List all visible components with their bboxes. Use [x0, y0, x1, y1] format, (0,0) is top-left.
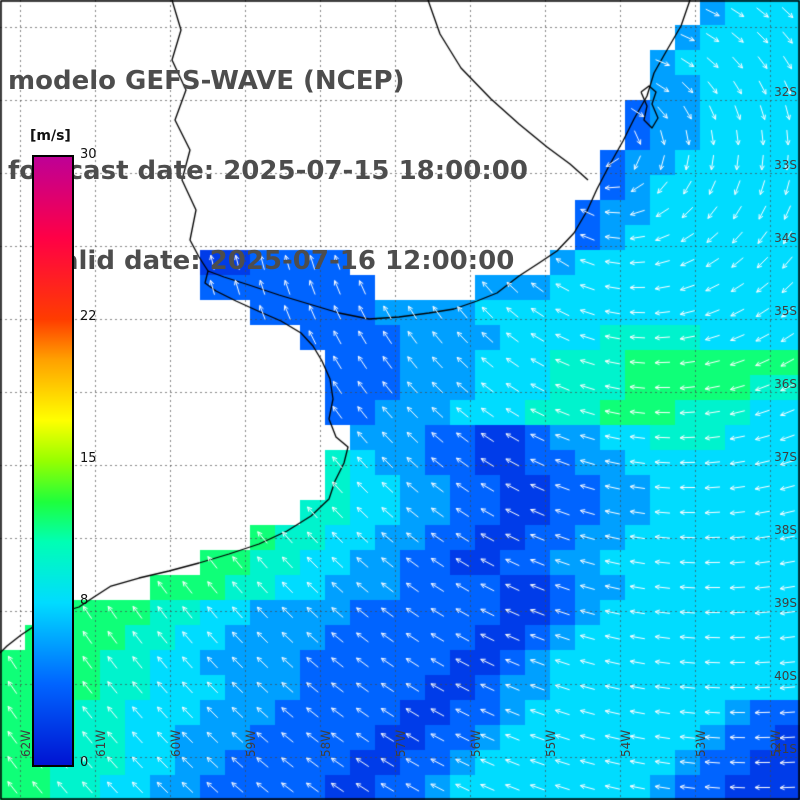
model-title: modelo GEFS-WAVE (NCEP): [8, 66, 405, 96]
colorbar-tick: 15: [80, 451, 97, 466]
colorbar: [m/s] 30 22 15 8 0: [30, 128, 150, 788]
colorbar-units-label: [m/s]: [30, 128, 71, 144]
colorbar-tick: 30: [80, 147, 97, 162]
colorbar-tick: 8: [80, 592, 89, 608]
colorbar-gradient: [32, 155, 74, 767]
colorbar-tick: 22: [80, 309, 97, 325]
colorbar-tick: 0: [80, 755, 89, 770]
